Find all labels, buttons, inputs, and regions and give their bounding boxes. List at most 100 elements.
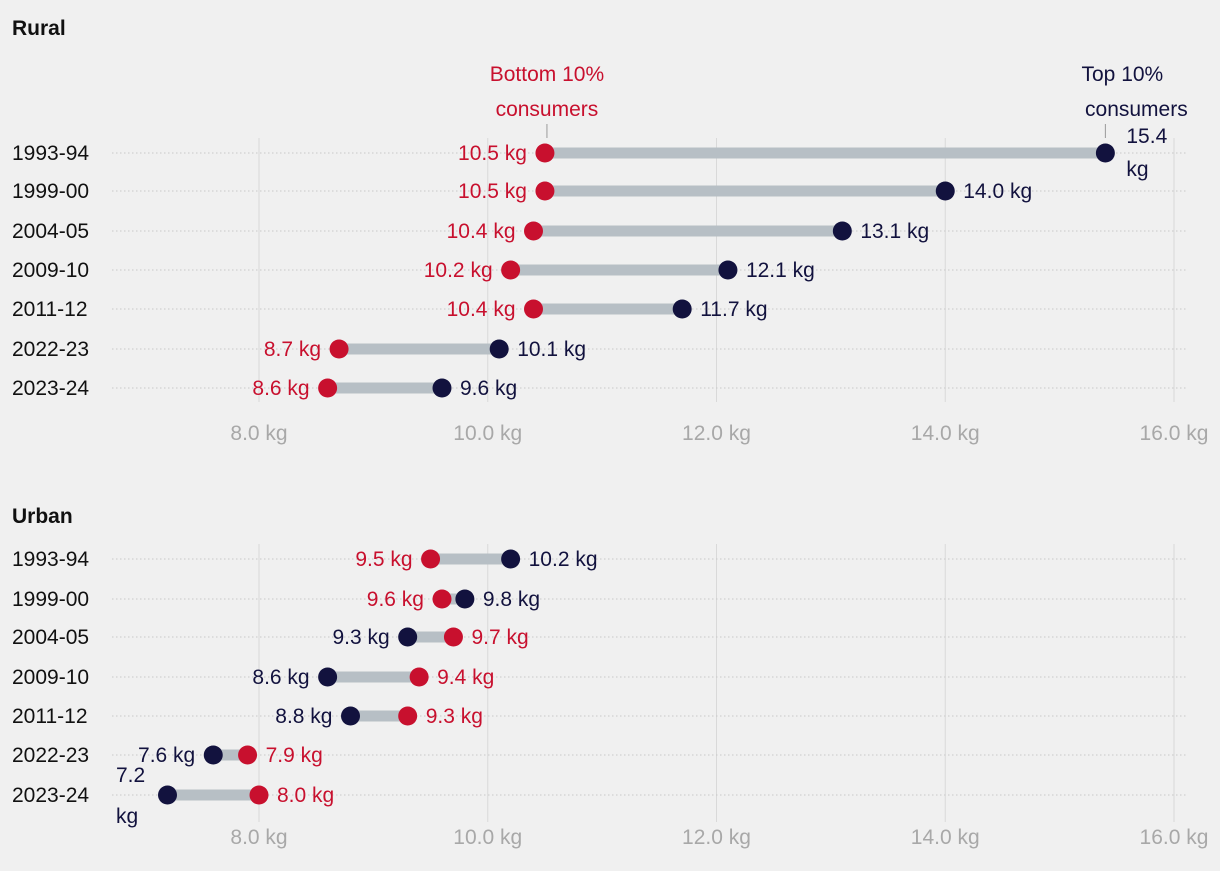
bottom-10-value-label: 10.4 kg: [447, 298, 516, 321]
data-row: 1999-00 9.6 kg 9.8 kg: [12, 588, 1188, 611]
category-label: 2022-23: [12, 338, 89, 361]
legend-bottom-10-line1: Bottom 10%: [490, 63, 604, 86]
data-row: 2022-23 7.9 kg 7.6 kg: [12, 744, 1188, 767]
label-line: kg: [116, 805, 138, 828]
bottom-10-dot: [329, 339, 349, 359]
top-10-dot: [398, 627, 418, 647]
data-row: 1993-94 9.5 kg 10.2 kg: [12, 548, 1188, 571]
top-10-dot: [672, 299, 692, 319]
category-label: 2004-05: [12, 626, 89, 649]
bottom-10-value-label: 10.5 kg: [458, 180, 527, 203]
data-row: 1993-94 10.5 kg 15.4 kg: [12, 125, 1188, 181]
top-10-value-label: 9.8 kg: [483, 588, 540, 611]
legend-bottom-10-line2: consumers: [496, 98, 599, 121]
bottom-10-value-label: 8.7 kg: [264, 338, 321, 361]
x-tick-label: 12.0 kg: [682, 826, 751, 849]
top-10-dot: [832, 221, 852, 241]
category-label: 2011-12: [12, 705, 88, 728]
bottom-10-dot: [421, 549, 441, 569]
top-10-value-label: 11.7 kg: [700, 298, 767, 321]
top-10-value-label: 13.1 kg: [860, 220, 929, 243]
top-10-value-label: 7.6 kg: [138, 744, 195, 767]
category-label: 2022-23: [12, 744, 89, 767]
category-label: 2023-24: [12, 784, 89, 807]
bottom-10-value-label: 10.2 kg: [424, 259, 493, 282]
top-10-dot: [158, 785, 177, 805]
bottom-10-value-label: 10.4 kg: [447, 220, 516, 243]
top-10-value-label: 9.3 kg: [332, 626, 389, 649]
top-10-value-label: 7.2 kg: [116, 764, 145, 828]
data-row: 2022-23 8.7 kg 10.1 kg: [12, 338, 1188, 361]
bottom-10-value-label: 7.9 kg: [266, 744, 323, 767]
bottom-10-dot: [249, 785, 269, 805]
category-label: 2011-12: [12, 298, 88, 321]
top-10-dot: [489, 339, 509, 359]
panel-title: Urban: [12, 505, 73, 528]
data-row: 2009-10 9.4 kg 8.6 kg: [12, 666, 1188, 689]
bottom-10-dot: [535, 181, 555, 201]
bottom-10-value-label: 10.5 kg: [458, 142, 527, 165]
label-line: kg: [1126, 158, 1148, 181]
top-10-dot: [203, 745, 223, 765]
x-tick-label: 8.0 kg: [230, 422, 287, 445]
category-label: 1999-00: [12, 180, 89, 203]
bottom-10-value-label: 9.7 kg: [471, 626, 528, 649]
x-tick-label: 14.0 kg: [911, 422, 980, 445]
series-legend: Bottom 10% consumers Top 10% consumers: [490, 63, 1188, 138]
panel-title: Rural: [12, 17, 66, 40]
category-label: 1993-94: [12, 548, 89, 571]
category-label: 2023-24: [12, 377, 89, 400]
panel-urban: Urban 8.0 kg 10.0 kg 12.0 kg 14.0 kg 16.0 kg 1…: [12, 505, 1208, 849]
data-row: 2023-24 8.6 kg 9.6 kg: [12, 377, 1188, 400]
panel-rural: Rural 8.0 kg 10.0 kg 12.0 kg 14.0 kg 16.0 kg 1…: [12, 17, 1208, 445]
top-10-dot: [501, 549, 521, 569]
top-10-dot: [1095, 143, 1115, 163]
top-10-value-label: 8.6 kg: [252, 666, 309, 689]
bottom-10-dot: [238, 745, 258, 765]
legend-top-10-line2: consumers: [1085, 98, 1188, 121]
data-row: 2011-12 9.3 kg 8.8 kg: [12, 705, 1188, 728]
bottom-10-dot: [398, 706, 418, 726]
x-tick-label: 10.0 kg: [453, 826, 522, 849]
bottom-10-value-label: 9.5 kg: [355, 548, 412, 571]
bottom-10-value-label: 8.0 kg: [277, 784, 334, 807]
bottom-10-dot: [318, 378, 338, 398]
top-10-dot: [935, 181, 955, 201]
legend-top-10-line1: Top 10%: [1082, 63, 1164, 86]
data-row: 2011-12 10.4 kg 11.7 kg: [12, 298, 1188, 321]
bottom-10-dot: [501, 260, 521, 280]
top-10-value-label: 14.0 kg: [963, 180, 1032, 203]
label-line: 7.2: [116, 764, 145, 787]
bottom-10-value-label: 9.6 kg: [367, 588, 424, 611]
top-10-value-label: 9.6 kg: [460, 377, 517, 400]
bottom-10-dot: [432, 589, 452, 609]
bottom-10-value-label: 9.4 kg: [437, 666, 494, 689]
x-tick-label: 8.0 kg: [230, 826, 287, 849]
top-10-dot: [718, 260, 738, 280]
data-row: 2023-24 8.0 kg 7.2 kg: [12, 764, 1188, 828]
label-line: 15.4: [1126, 125, 1167, 148]
bottom-10-dot: [409, 667, 429, 687]
x-tick-label: 10.0 kg: [453, 422, 522, 445]
data-row: 1999-00 10.5 kg 14.0 kg: [12, 180, 1188, 203]
category-label: 1999-00: [12, 588, 89, 611]
bottom-10-value-label: 9.3 kg: [426, 705, 483, 728]
x-tick-label: 16.0 kg: [1140, 422, 1209, 445]
top-10-value-label: 8.8 kg: [275, 705, 332, 728]
bottom-10-dot: [443, 627, 463, 647]
category-label: 2004-05: [12, 220, 89, 243]
top-10-dot: [341, 706, 360, 726]
category-label: 2009-10: [12, 666, 89, 689]
x-tick-label: 14.0 kg: [911, 826, 980, 849]
top-10-value-label: 15.4 kg: [1126, 125, 1167, 181]
top-10-dot: [432, 378, 452, 398]
data-row: 2004-05 9.7 kg 9.3 kg: [12, 626, 1188, 649]
top-10-value-label: 10.2 kg: [529, 548, 598, 571]
x-tick-label: 12.0 kg: [682, 422, 751, 445]
top-10-value-label: 10.1 kg: [517, 338, 586, 361]
bottom-10-dot: [535, 143, 555, 163]
top-10-value-label: 12.1 kg: [746, 259, 815, 282]
bottom-10-value-label: 8.6 kg: [252, 377, 309, 400]
